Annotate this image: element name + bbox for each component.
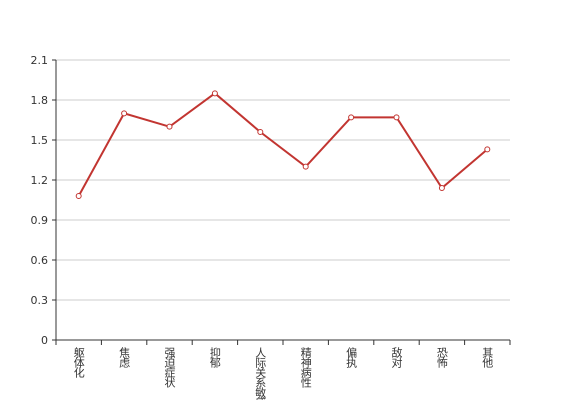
point: [393, 114, 400, 121]
point: [257, 129, 264, 135]
y-tick-label: 0.6: [31, 254, 49, 267]
x-tick-label: 恐怖: [435, 347, 448, 368]
point: [211, 90, 218, 97]
y-tick-label: 2.1: [31, 54, 49, 67]
x-tick-label: 敌对: [390, 346, 403, 368]
x-tick-label: 抑郁: [208, 346, 221, 368]
line-series: [77, 92, 488, 197]
x-tick-label: 其他: [481, 347, 494, 368]
x-tick-label: 偏执: [345, 346, 358, 369]
point: [348, 114, 355, 121]
y-tick-label: 0.3: [31, 294, 49, 307]
point: [166, 123, 173, 130]
y-tick-label: 0: [41, 334, 48, 347]
y-tick-label: 1.5: [31, 134, 49, 147]
y-tick-label: 0.9: [31, 214, 49, 227]
x-tick-label: 人际关系敏感: [254, 347, 267, 400]
point: [121, 110, 128, 117]
point: [484, 146, 491, 153]
point: [302, 163, 309, 170]
y-tick-label: 1.2: [31, 174, 49, 187]
x-tick-label: 精神病性: [299, 347, 312, 389]
point: [75, 193, 82, 199]
y-tick-label: 1.8: [31, 94, 49, 107]
point: [438, 185, 445, 191]
x-tick-label: 焦虑: [118, 347, 131, 368]
x-tick-label: 躯体化: [72, 347, 85, 379]
x-tick-label: 强迫症状: [163, 347, 176, 388]
